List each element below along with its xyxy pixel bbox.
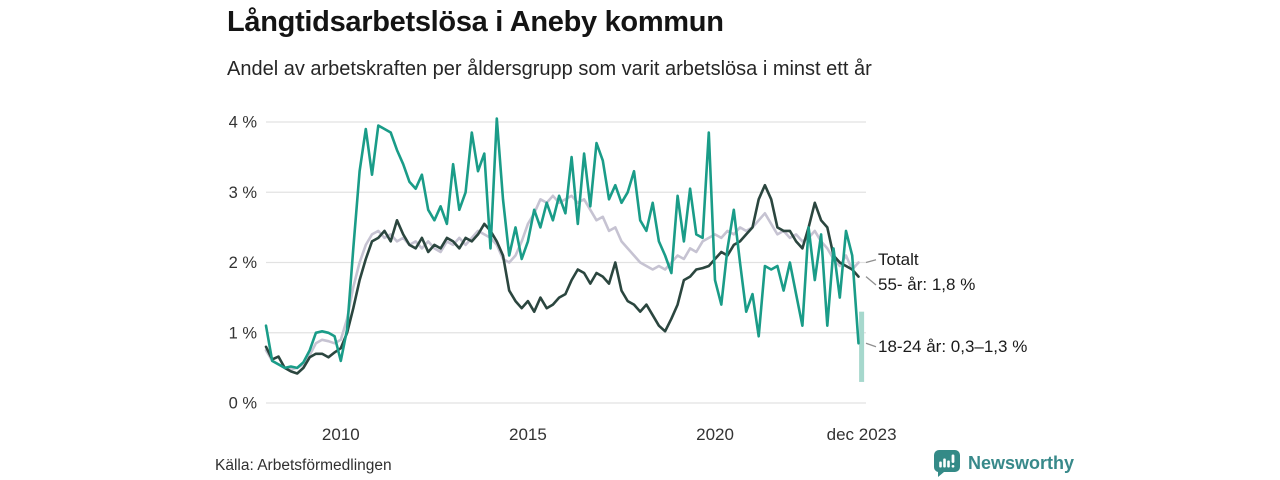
uncertainty-band-18-24-år	[859, 311, 865, 382]
end-label-55-år: 55- år: 1,8 %	[878, 274, 976, 294]
brand-name: Newsworthy	[968, 453, 1075, 473]
page-title: Långtidsarbetslösa i Aneby kommun	[227, 6, 724, 38]
newsworthy-logo-icon	[934, 450, 960, 477]
x-tick-label: 2020	[696, 425, 734, 444]
end-label-18-24-år: 18-24 år: 0,3–1,3 %	[878, 336, 1028, 356]
label-leader-line	[865, 276, 877, 286]
label-leader-line	[865, 342, 877, 348]
y-tick-label: 0 %	[229, 395, 258, 413]
y-tick-label: 1 %	[229, 324, 258, 342]
brand-link[interactable]: Newsworthy	[934, 450, 1074, 477]
source-note: Källa: Arbetsförmedlingen	[215, 457, 392, 474]
y-tick-label: 2 %	[229, 254, 258, 272]
series-line-55-år	[264, 183, 860, 375]
y-tick-label: 3 %	[229, 184, 258, 202]
y-tick-label: 4 %	[229, 114, 258, 132]
label-leader-line	[865, 259, 877, 264]
x-tick-label: dec 2023	[827, 425, 897, 444]
end-label-totalt: Totalt	[878, 249, 919, 269]
x-tick-label: 2010	[322, 425, 360, 444]
page-subtitle: Andel av arbetskraften per åldersgrupp s…	[227, 58, 872, 80]
series-line-18-24-år	[264, 117, 860, 370]
x-tick-label: 2015	[509, 425, 547, 444]
